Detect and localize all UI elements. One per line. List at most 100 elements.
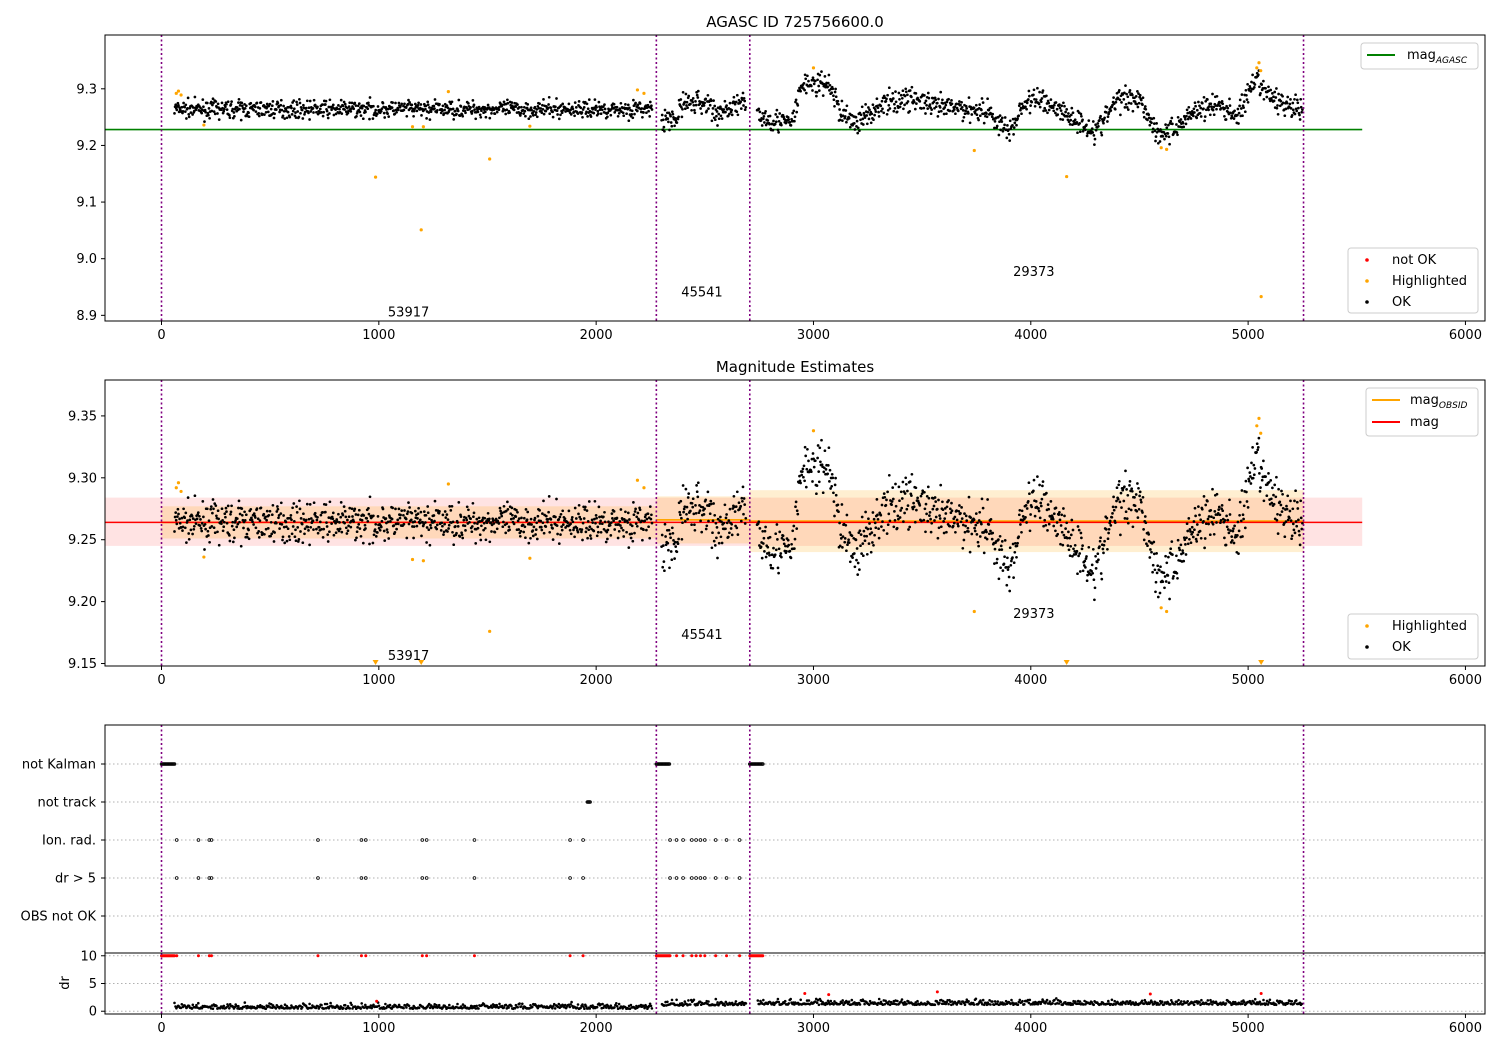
ok-point (1071, 111, 1075, 115)
ok-point (892, 525, 896, 529)
ok-point (1294, 93, 1297, 97)
ok-point (1109, 109, 1113, 112)
ok-point (529, 536, 532, 540)
ok-point (813, 459, 817, 463)
ok-point (296, 540, 300, 543)
ok-point (1239, 107, 1243, 110)
ok-point (523, 525, 527, 529)
ok-point (804, 485, 808, 489)
ok-point (1217, 505, 1221, 509)
ok-point (533, 516, 537, 520)
ok-point (529, 106, 533, 110)
ok-point (695, 490, 699, 494)
ok-point (1223, 106, 1227, 110)
ok-point (648, 115, 652, 118)
ok-point (613, 111, 617, 114)
highlighted-point (1255, 424, 1259, 428)
ok-point (945, 112, 948, 116)
ok-point (220, 522, 223, 525)
ok-point (1000, 548, 1004, 551)
ok-point (269, 520, 273, 524)
ok-point (1092, 134, 1096, 137)
ok-point (702, 104, 706, 107)
ok-point (967, 112, 970, 115)
ok-point (344, 526, 348, 530)
ok-point (1076, 131, 1079, 135)
ok-point (588, 525, 592, 529)
ok-point (1116, 497, 1120, 501)
ok-point (294, 539, 298, 543)
ok-point (509, 517, 513, 521)
ok-point (924, 502, 928, 506)
ok-point (1265, 95, 1269, 99)
ok-point (670, 558, 674, 562)
highlighted-point (1257, 416, 1261, 420)
ok-point (1059, 117, 1062, 121)
ok-point (1246, 100, 1250, 104)
ok-point (694, 504, 697, 507)
ok-point (728, 531, 731, 535)
ok-point (257, 114, 261, 118)
ok-point (584, 530, 588, 534)
ok-point (677, 537, 680, 541)
ok-point (1077, 528, 1081, 532)
ok-point (893, 510, 896, 513)
ok-point (548, 112, 552, 116)
ok-point (1125, 488, 1128, 491)
ok-point (532, 525, 536, 529)
ok-point (1199, 115, 1203, 118)
ok-point (292, 519, 296, 523)
ok-point (380, 107, 384, 111)
ok-point (279, 103, 283, 107)
ok-point (980, 497, 984, 501)
ok-point (1185, 114, 1188, 118)
ok-point (981, 101, 985, 104)
ok-point (1297, 529, 1301, 533)
ok-point (413, 509, 417, 513)
ok-point (425, 541, 428, 544)
ok-point (254, 526, 258, 530)
ok-point (571, 107, 575, 111)
ok-point (1059, 109, 1063, 112)
ok-point (704, 527, 708, 531)
magnitude-xtick-label: 1000 (362, 673, 395, 688)
ok-point (1000, 540, 1004, 543)
ok-point (393, 531, 397, 534)
ok-point (587, 98, 591, 101)
dr-point (338, 1007, 342, 1010)
ok-point (871, 103, 875, 107)
ok-point (793, 119, 796, 123)
ok-point (298, 499, 301, 503)
ok-point (1011, 556, 1014, 559)
ok-point (959, 511, 962, 515)
ok-point (961, 119, 965, 123)
ok-point (560, 525, 563, 528)
ok-point (547, 103, 550, 106)
ok-point (964, 524, 967, 528)
ok-point (1224, 543, 1228, 547)
ok-point (1251, 476, 1255, 480)
ok-point (1147, 533, 1151, 536)
ok-point (1215, 94, 1219, 98)
ok-point (1142, 111, 1145, 114)
ok-point (817, 84, 821, 88)
ok-point (939, 483, 943, 487)
ok-point (776, 538, 779, 541)
ok-point (199, 518, 202, 521)
dr-point (706, 1002, 709, 1006)
ok-point (969, 516, 973, 519)
ok-point (1212, 532, 1216, 536)
highlighted-point (972, 148, 976, 153)
ok-point (950, 509, 954, 513)
ok-point (216, 102, 220, 106)
ok-point (539, 519, 543, 523)
ok-point (1021, 515, 1025, 518)
dr-point (842, 1003, 845, 1006)
ok-point (804, 454, 808, 458)
ok-point (381, 101, 385, 105)
ok-point (429, 110, 433, 114)
ok-point (834, 476, 837, 480)
ok-point (1025, 521, 1028, 524)
ok-point (498, 506, 502, 510)
ok-point (1003, 539, 1007, 542)
